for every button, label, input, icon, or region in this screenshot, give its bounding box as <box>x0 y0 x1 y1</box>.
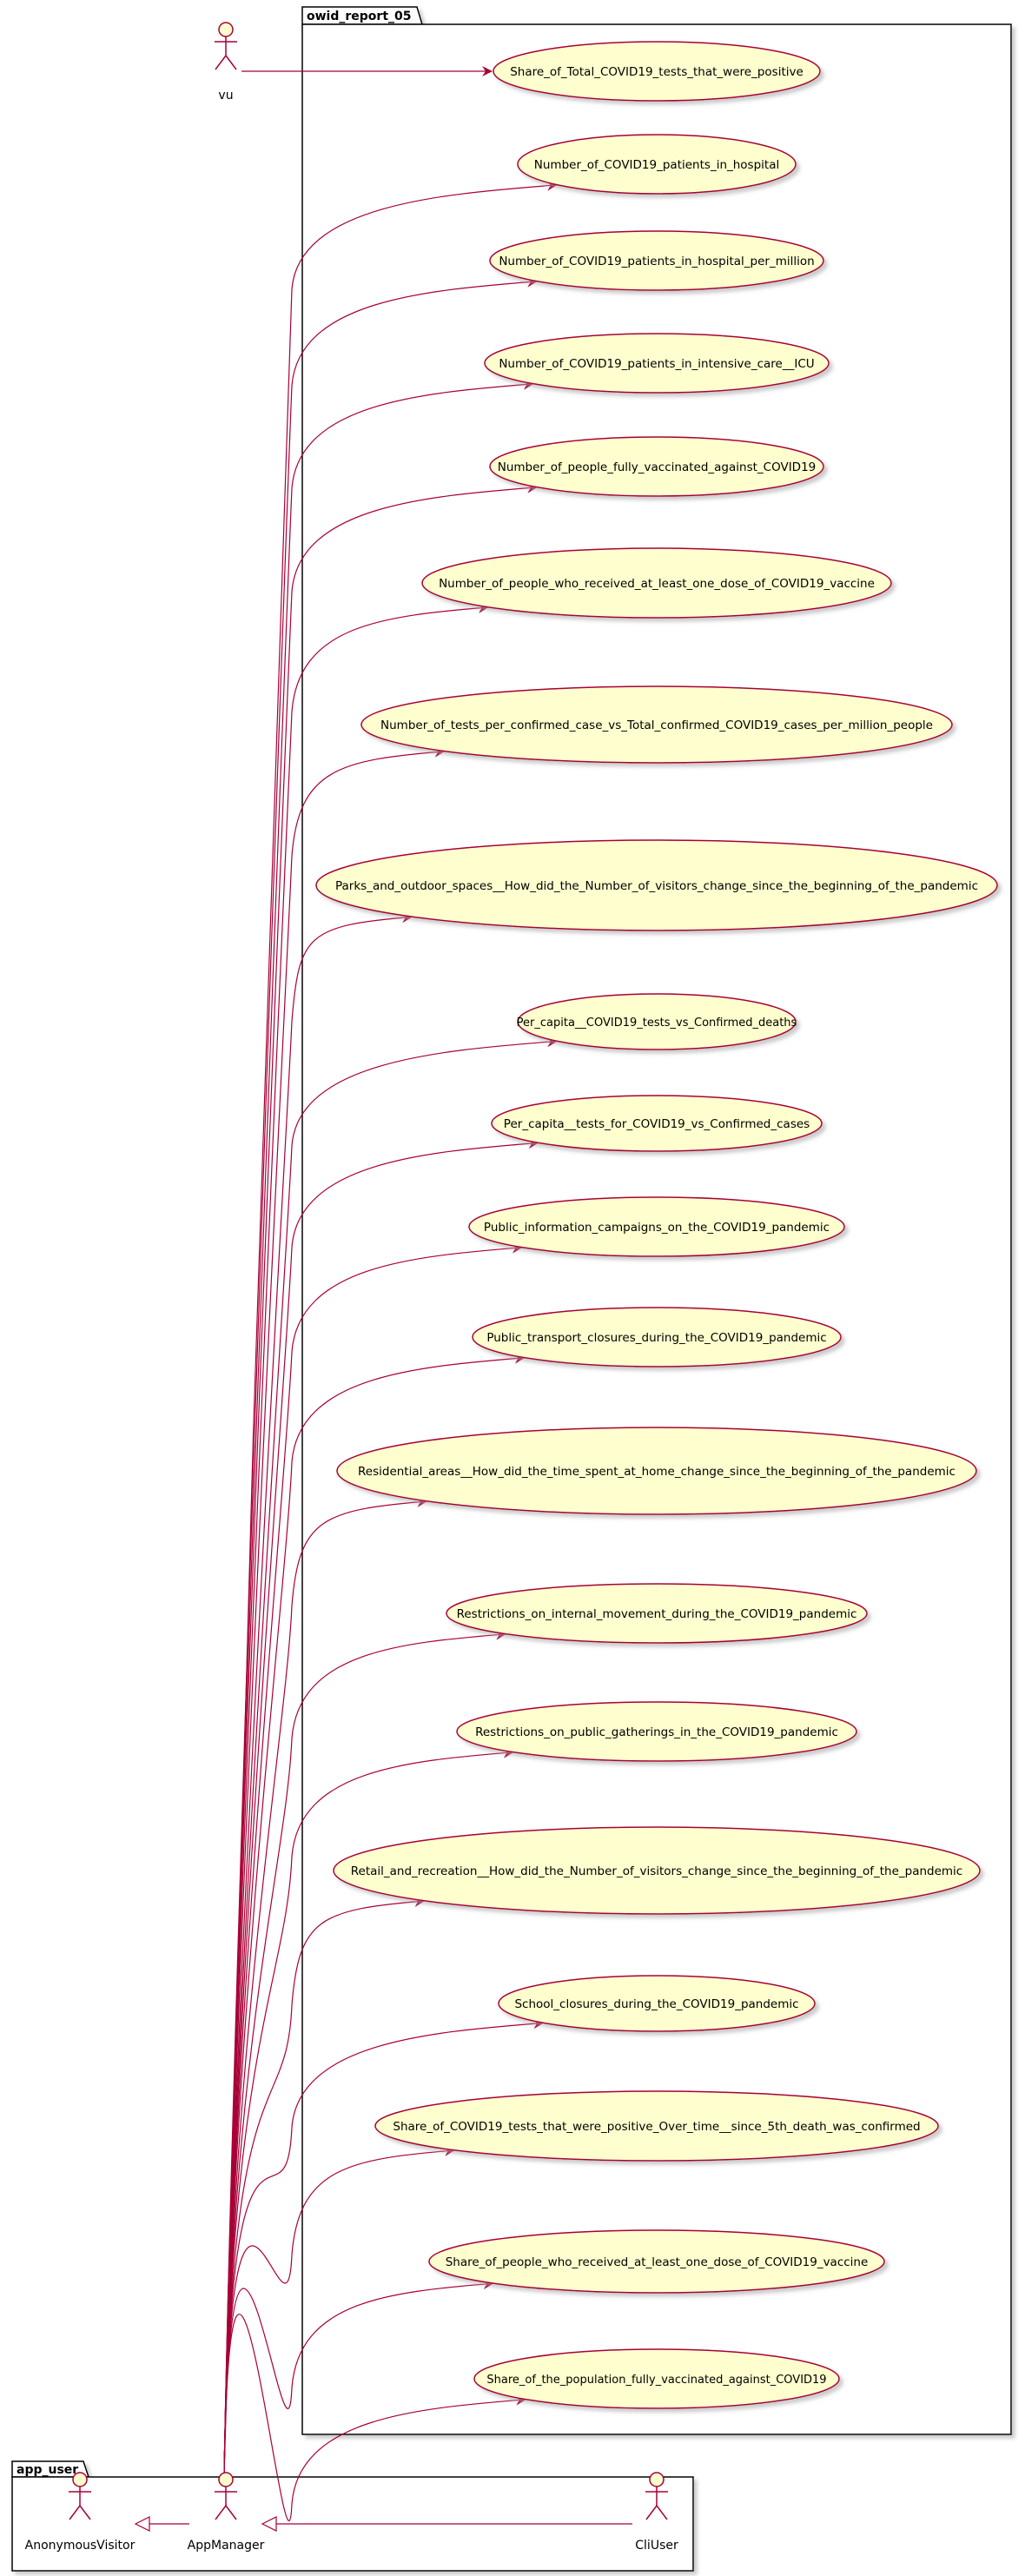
stick-figure-icon <box>69 2472 91 2520</box>
use-case: Share_of_Total_COVID19_tests_that_were_p… <box>493 41 821 102</box>
use-case-label: Number_of_people_fully_vaccinated_agains… <box>498 460 817 474</box>
actor-appmanager: AppManager <box>188 2472 265 2553</box>
use-case: Parks_and_outdoor_spaces__How_did_the_Nu… <box>315 839 998 931</box>
use-case-label: Share_of_people_who_received_at_least_on… <box>446 2255 869 2269</box>
use-case-ellipse <box>472 1307 842 1367</box>
use-case-ellipse <box>473 2348 840 2409</box>
association-line <box>223 1353 526 2479</box>
use-case-label: Restrictions_on_public_gatherings_in_the… <box>475 1725 838 1739</box>
use-case-label: Number_of_COVID19_patients_in_hospital_p… <box>499 255 814 268</box>
use-case: Restrictions_on_public_gatherings_in_the… <box>456 1701 857 1762</box>
use-case: Number_of_people_fully_vaccinated_agains… <box>489 436 824 497</box>
use-case-ellipse <box>517 134 797 195</box>
use-case-ellipse <box>468 1196 845 1257</box>
use-case-ellipse <box>489 230 824 291</box>
use-case: Restrictions_on_internal_movement_during… <box>446 1583 868 1644</box>
use-case-ellipse <box>421 547 892 619</box>
use-case: Public_transport_closures_during_the_COV… <box>472 1307 842 1367</box>
association-line <box>223 1496 428 2479</box>
use-case: Number_of_tests_per_confirmed_case_vs_To… <box>360 685 953 764</box>
use-case-ellipse <box>315 839 998 931</box>
use-case-label: Number_of_COVID19_patients_in_intensive_… <box>499 357 814 371</box>
use-case-ellipse <box>484 333 830 394</box>
use-case: Per_capita__tests_for_COVID19_vs_Confirm… <box>491 1095 823 1152</box>
use-case-label: Share_of_the_population_fully_vaccinated… <box>486 2374 826 2387</box>
use-case-ellipse <box>491 1095 823 1152</box>
use-case-label: Number_of_COVID19_patients_in_hospital <box>534 158 779 172</box>
association-line <box>223 2018 544 2479</box>
use-case-label: Public_information_campaigns_on_the_COVI… <box>484 1221 830 1235</box>
association-line <box>223 602 489 2479</box>
association-line <box>223 482 538 2479</box>
use-case: Share_of_people_who_received_at_least_on… <box>428 2229 885 2294</box>
use-case-ellipse <box>517 993 797 1050</box>
generalization-edges <box>134 2516 632 2532</box>
use-case-label: Residential_areas__How_did_the_time_spen… <box>358 1465 956 1479</box>
use-case: Number_of_COVID19_patients_in_intensive_… <box>484 333 830 394</box>
use-case-label: Share_of_Total_COVID19_tests_that_were_p… <box>510 65 803 79</box>
use-case-ellipse <box>489 436 824 497</box>
use-case-ellipse <box>333 1826 981 1915</box>
use-case-label: Per_capita__tests_for_COVID19_vs_Confirm… <box>504 1117 810 1131</box>
package-title: app_user <box>17 2463 78 2477</box>
use-case: Per_capita__COVID19_tests_vs_Confirmed_d… <box>517 993 797 1050</box>
use-case-label: Number_of_tests_per_confirmed_case_vs_To… <box>380 718 933 732</box>
use-case: Number_of_COVID19_patients_in_hospital <box>517 134 797 195</box>
use-case: Public_information_campaigns_on_the_COVI… <box>468 1196 845 1257</box>
use-case: School_closures_during_the_COVID19_pande… <box>498 1975 816 2032</box>
use-case-label: Number_of_people_who_received_at_least_o… <box>439 577 875 591</box>
use-case-ellipse <box>493 41 821 102</box>
actor-label: AppManager <box>188 2539 265 2553</box>
use-case-ellipse <box>336 1427 977 1515</box>
use-case-label: Per_capita__COVID19_tests_vs_Confirmed_d… <box>517 1016 797 1030</box>
generalization-arrowhead <box>261 2516 277 2532</box>
association-line <box>223 2279 494 2479</box>
use-case-label: Share_of_COVID19_tests_that_were_positiv… <box>393 2120 920 2134</box>
actor-anonymousvisitor: AnonymousVisitor <box>25 2472 136 2553</box>
actor-vu: vu <box>215 22 237 103</box>
association-line <box>223 1629 506 2479</box>
association-line <box>223 1036 558 2479</box>
use-case: Residential_areas__How_did_the_time_spen… <box>336 1427 977 1515</box>
use-case-ellipse <box>446 1583 868 1644</box>
package-app-user: app_user <box>11 2460 694 2572</box>
use-case: Number_of_people_who_received_at_least_o… <box>421 547 892 619</box>
use-case-ellipse <box>428 2229 885 2294</box>
use-cases: Share_of_Total_COVID19_tests_that_were_p… <box>315 41 998 2409</box>
use-case-label: Public_transport_closures_during_the_COV… <box>486 1331 826 1345</box>
association-line <box>223 1896 426 2479</box>
use-case-ellipse <box>360 685 953 764</box>
use-case: Number_of_COVID19_patients_in_hospital_p… <box>489 230 824 291</box>
association-line <box>223 2145 455 2479</box>
actor-label: vu <box>218 89 233 103</box>
use-case: Share_of_the_population_fully_vaccinated… <box>473 2348 840 2409</box>
use-case: Retail_and_recreation__How_did_the_Numbe… <box>333 1826 981 1915</box>
association-line <box>223 746 446 2479</box>
association-line <box>223 1747 514 2479</box>
use-case-label: Restrictions_on_internal_movement_during… <box>457 1607 857 1621</box>
use-case-label: Retail_and_recreation__How_did_the_Numbe… <box>351 1864 962 1878</box>
use-case-ellipse <box>498 1975 816 2032</box>
use-case: Share_of_COVID19_tests_that_were_positiv… <box>374 2090 939 2162</box>
use-case-label: School_closures_during_the_COVID19_pande… <box>514 1997 798 2011</box>
generalization-arrowhead <box>134 2516 150 2532</box>
actor-label: AnonymousVisitor <box>25 2539 136 2553</box>
actors: vu AnonymousVisitor AppManager CliUser <box>25 22 678 2553</box>
use-case-ellipse <box>456 1701 857 1762</box>
association-line <box>223 1242 523 2479</box>
stick-figure-icon <box>645 2472 668 2520</box>
association-line <box>223 1138 539 2479</box>
stick-figure-icon <box>215 22 237 70</box>
use-case-label: Parks_and_outdoor_spaces__How_did_the_Nu… <box>335 879 978 893</box>
association-line <box>223 2314 526 2521</box>
actor-cliuser: CliUser <box>635 2472 678 2553</box>
association-line <box>223 912 413 2479</box>
stick-figure-icon <box>215 2472 237 2520</box>
package-title: owid_report_05 <box>307 10 412 23</box>
actor-label: CliUser <box>635 2539 678 2553</box>
use-case-ellipse <box>374 2090 939 2162</box>
